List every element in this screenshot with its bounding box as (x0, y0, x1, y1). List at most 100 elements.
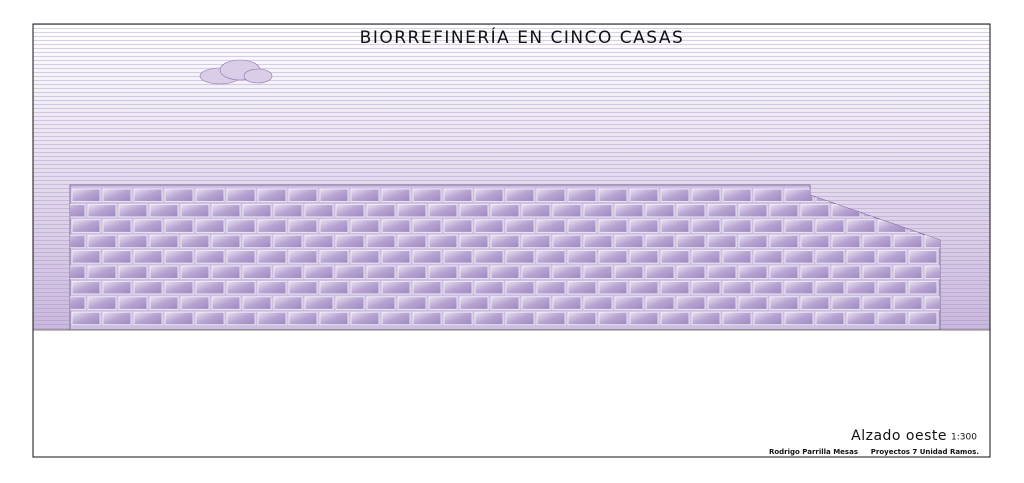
facade-panel (908, 311, 938, 326)
facade-panel (102, 311, 132, 326)
facade-panel (862, 234, 892, 249)
facade-panel (490, 265, 520, 279)
facade-panel (877, 280, 907, 295)
facade-panel (893, 296, 923, 310)
facade-panel (676, 234, 706, 249)
facade-panel (149, 296, 179, 310)
facade-panel (598, 250, 628, 264)
facade-panel (257, 219, 287, 233)
facade-panel (366, 265, 396, 279)
facade-panel (257, 280, 287, 295)
facade-panel (877, 311, 907, 326)
facade-panel (118, 203, 148, 218)
facade-panel (412, 188, 442, 202)
facade-panel (831, 234, 861, 249)
facade-panel (428, 296, 458, 310)
facade-panel (288, 250, 318, 264)
facade-panel (660, 188, 690, 202)
facade-panel (459, 296, 489, 310)
facade-panel (87, 234, 117, 249)
facade-panel (769, 296, 799, 310)
facade-panel (567, 311, 597, 326)
facade-panel (474, 219, 504, 233)
facade-panel (180, 234, 210, 249)
facade-panel (753, 250, 783, 264)
facade-panel (319, 219, 349, 233)
facade-panel (70, 203, 86, 218)
facade-panel (893, 234, 923, 249)
facade-panel (583, 203, 613, 218)
facade-panel (815, 250, 845, 264)
facade-panel (769, 265, 799, 279)
facade-panel (133, 250, 163, 264)
facade-panel (645, 296, 675, 310)
facade-panel (102, 250, 132, 264)
facade-panel (102, 219, 132, 233)
facade-panel (784, 188, 814, 202)
facade-panel (691, 250, 721, 264)
facade-panel (598, 311, 628, 326)
facade-panel (195, 250, 225, 264)
facade-panel (242, 296, 272, 310)
facade-panel (800, 234, 830, 249)
facade-panel (71, 188, 101, 202)
facade-panel (149, 234, 179, 249)
facade-panel (459, 203, 489, 218)
facade-panel (428, 234, 458, 249)
facade-panel (428, 265, 458, 279)
facade-panel (490, 296, 520, 310)
facade-panel (629, 188, 659, 202)
facade-panel (459, 234, 489, 249)
facade-panel (242, 234, 272, 249)
facade-panel (319, 280, 349, 295)
facade-panel (319, 188, 349, 202)
facade-panel (660, 219, 690, 233)
facade-panel (397, 203, 427, 218)
facade-panel (304, 296, 334, 310)
facade-panel (846, 219, 876, 233)
facade-panel (474, 280, 504, 295)
facade-panel (381, 250, 411, 264)
facade-panel (366, 296, 396, 310)
facade-panel (862, 265, 892, 279)
facade-panel (769, 234, 799, 249)
facade-panel (164, 311, 194, 326)
facade-panel (505, 188, 535, 202)
facade-panel (335, 265, 365, 279)
facade-panel (335, 203, 365, 218)
facade-panel (924, 296, 940, 310)
facade-panel (583, 234, 613, 249)
facade-panel (149, 265, 179, 279)
facade-panel (800, 203, 830, 218)
facade-panel (831, 265, 861, 279)
facade-panel (583, 296, 613, 310)
facade-panel (614, 234, 644, 249)
facade-panel (257, 250, 287, 264)
facade-panel (567, 188, 597, 202)
facade-panel (102, 280, 132, 295)
facade-panel (738, 296, 768, 310)
facade-panel (273, 234, 303, 249)
facade-panel (195, 188, 225, 202)
facade-panel (552, 296, 582, 310)
facade-panel (629, 280, 659, 295)
facade-panel (660, 280, 690, 295)
facade-panel (784, 250, 814, 264)
facade-panel (753, 280, 783, 295)
facade-panel (87, 203, 117, 218)
facade-panel (226, 250, 256, 264)
view-name: Alzado oeste (851, 428, 947, 444)
facade-panel (226, 219, 256, 233)
facade-panel (877, 250, 907, 264)
facade-panel (722, 219, 752, 233)
facade-panel (273, 296, 303, 310)
facade-panel (412, 219, 442, 233)
facade-panel (443, 311, 473, 326)
facade-panel (707, 234, 737, 249)
facade-panel (505, 219, 535, 233)
facade-panel (521, 265, 551, 279)
facade-panel (645, 234, 675, 249)
facade-panel (350, 219, 380, 233)
facade-panel (738, 234, 768, 249)
facade-panel (722, 250, 752, 264)
